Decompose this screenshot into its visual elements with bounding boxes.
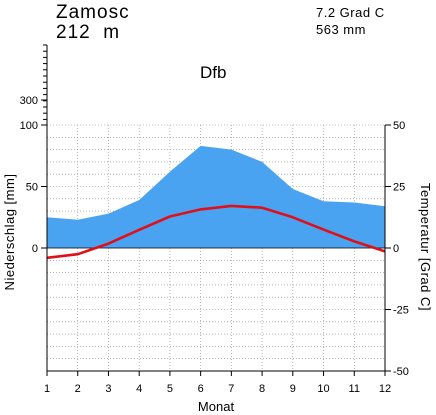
x-tick-label: 5 <box>167 383 173 395</box>
x-tick-label: 8 <box>259 383 265 395</box>
x-tick-label: 3 <box>105 383 111 395</box>
left-tick-label: 0 <box>32 243 38 255</box>
x-tick-label: 9 <box>290 383 296 395</box>
right-tick-label: 0 <box>393 243 399 255</box>
series-layer <box>46 145 386 260</box>
x-tick-label: 12 <box>379 383 391 395</box>
right-tick-label: 25 <box>393 182 405 194</box>
x-tick-label: 2 <box>75 383 81 395</box>
x-tick-label: 1 <box>44 383 50 395</box>
right-tick-label: -25 <box>393 305 409 317</box>
x-axis-title: Monat <box>198 399 235 414</box>
x-tick-label: 10 <box>317 383 329 395</box>
mean-temperature: 7.2 Grad C <box>316 5 385 20</box>
left-tick-label: 300 <box>20 95 38 107</box>
x-tick-label: 7 <box>228 383 234 395</box>
x-tick-label: 4 <box>136 383 142 395</box>
x-tick-label: 11 <box>349 383 360 395</box>
right-tick-label: 50 <box>393 120 405 132</box>
left-axis-title: Niederschlag [mm] <box>2 174 17 291</box>
right-tick-label: -50 <box>393 366 409 378</box>
left-tick-label: 100 <box>20 120 38 132</box>
station-elevation: 212 m <box>56 22 121 43</box>
station-name: Zamosc <box>56 2 130 23</box>
climate-class: Dfb <box>200 63 227 82</box>
temperature-line <box>46 204 386 260</box>
left-tick-label: 50 <box>26 182 38 194</box>
x-tick-label: 6 <box>198 383 204 395</box>
right-axis-title: Temperatur [Grad C] <box>418 183 433 311</box>
annual-precipitation: 563 mm <box>316 22 366 37</box>
precipitation-area <box>47 145 385 248</box>
